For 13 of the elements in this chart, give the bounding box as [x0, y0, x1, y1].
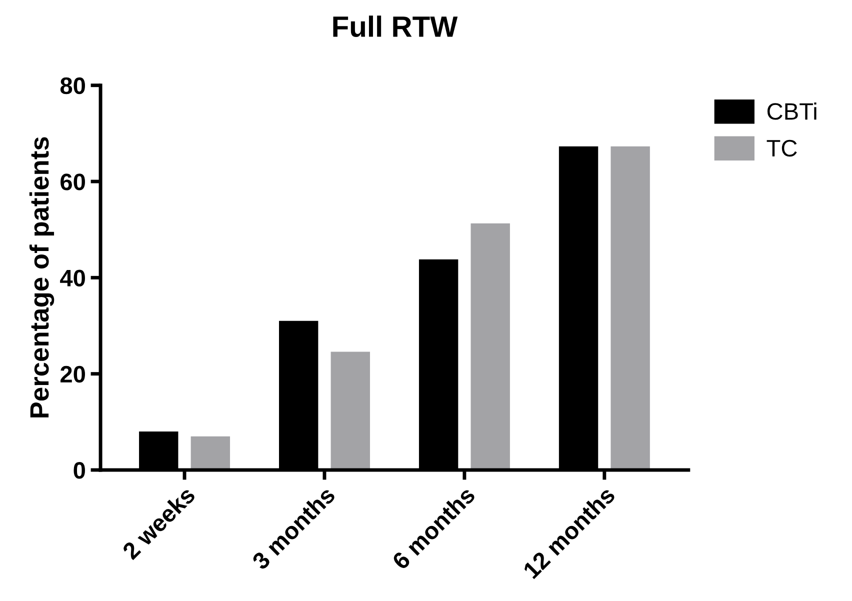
y-tick-label: 60: [60, 174, 85, 190]
bar: [330, 352, 370, 470]
bar: [190, 436, 230, 470]
y-tick-label: 40: [60, 270, 85, 286]
chart-title: Full RTW: [333, 16, 458, 38]
legend-label: TC: [766, 140, 797, 157]
y-tick-label: 20: [60, 366, 85, 383]
y-tick-label: 0: [74, 462, 85, 479]
y-axis-title: Percentage of patients: [29, 137, 54, 418]
bar: [610, 146, 650, 470]
bar: [470, 223, 510, 470]
legend-label: CBTi: [767, 102, 816, 120]
y-tick-label: 80: [60, 77, 85, 94]
